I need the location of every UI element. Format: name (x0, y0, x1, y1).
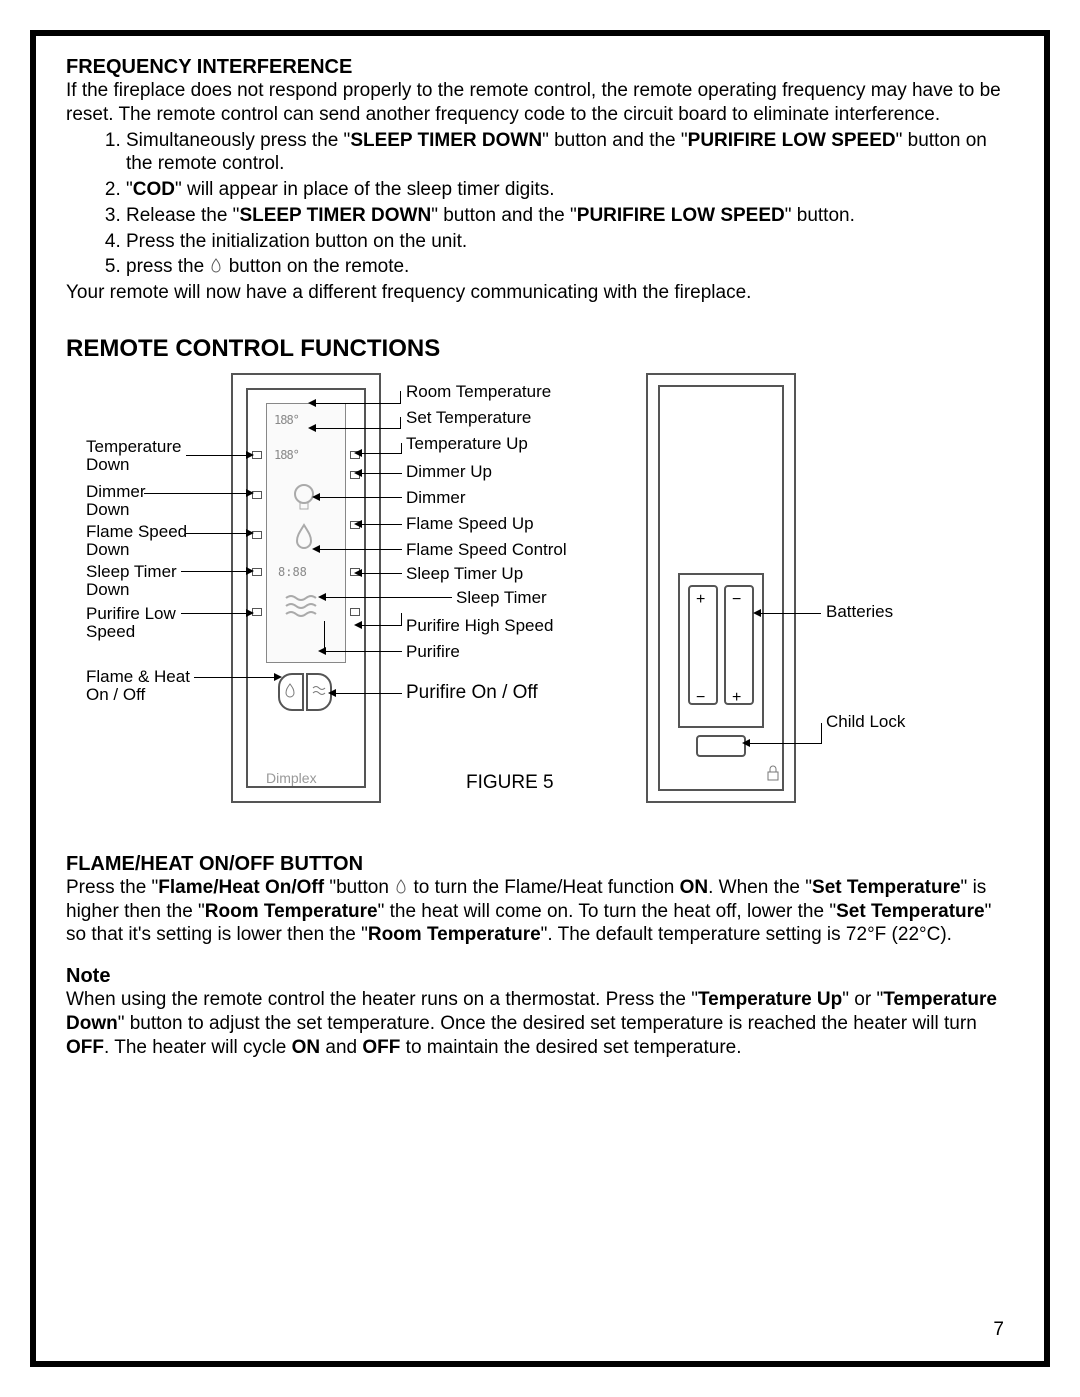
brand-label: Dimplex (266, 771, 317, 786)
child-lock-slot (696, 735, 746, 757)
step-4: Press the initialization button on the u… (126, 230, 1014, 254)
lbl-sleep-timer-down: Sleep Timer Down (86, 563, 196, 600)
page: FREQUENCY INTERFERENCE If the fireplace … (0, 0, 1080, 1397)
flame-icon-inline (394, 879, 408, 895)
lock-icon (766, 765, 780, 781)
content-frame: FREQUENCY INTERFERENCE If the fireplace … (30, 30, 1050, 1367)
freq-heading: FREQUENCY INTERFERENCE (66, 56, 1014, 79)
lbl-set-temp: Set Temperature (406, 409, 531, 428)
lbl-dimmer-down: Dimmer Down (86, 483, 186, 520)
freq-outro: Your remote will now have a different fr… (66, 281, 1014, 305)
flame-heat-heading: FLAME/HEAT ON/OFF BUTTON (66, 853, 1014, 876)
lbl-dimmer: Dimmer (406, 489, 466, 508)
step-3: Release the "SLEEP TIMER DOWN" button an… (126, 204, 1014, 228)
note-heading: Note (66, 965, 1014, 988)
lbl-purifire-high: Purifire High Speed (406, 617, 553, 636)
lbl-sleep-timer-up: Sleep Timer Up (406, 565, 523, 584)
lbl-dimmer-up: Dimmer Up (406, 463, 492, 482)
remote-diagram: 188° 188° 8:88 Dimplex Te (66, 373, 1014, 833)
lbl-purifire-onoff: Purifire On / Off (406, 683, 538, 704)
step-5: press the button on the remote. (126, 255, 1014, 279)
lbl-sleep-timer: Sleep Timer (456, 589, 547, 608)
flame-onoff-glyph-icon (283, 683, 297, 701)
lbl-temp-up: Temperature Up (406, 435, 528, 454)
step-1: Simultaneously press the "SLEEP TIMER DO… (126, 129, 1014, 177)
figure-caption: FIGURE 5 (466, 773, 554, 794)
step-2: "COD" will appear in place of the sleep … (126, 178, 1014, 202)
note-para: When using the remote control the heater… (66, 988, 1014, 1059)
btn-purifire-high (350, 608, 360, 616)
page-number: 7 (993, 1319, 1004, 1341)
flame-icon (209, 258, 223, 274)
lbl-flame-speed-down: Flame Speed Down (86, 523, 196, 560)
sleep-timer-digits-icon: 8:88 (278, 565, 307, 579)
lbl-flame-heat: Flame & Heat On / Off (86, 668, 206, 705)
lbl-purifire: Purifire (406, 643, 460, 662)
set-temp-digits-icon: 188° (274, 448, 299, 462)
lbl-flame-speed-ctrl: Flame Speed Control (406, 541, 567, 560)
room-temp-digits-icon: 188° (274, 413, 299, 427)
freq-intro: If the fireplace does not respond proper… (66, 79, 1014, 127)
freq-steps: Simultaneously press the "SLEEP TIMER DO… (126, 129, 1014, 280)
purifire-onoff-glyph-icon (312, 685, 326, 699)
lbl-child-lock: Child Lock (826, 713, 905, 732)
lbl-batteries: Batteries (826, 603, 893, 622)
lbl-purifire-low: Purifire Low Speed (86, 605, 196, 642)
lbl-temp-down: Temperature Down (86, 438, 186, 475)
lbl-room-temp: Room Temperature (406, 383, 551, 402)
rc-heading: REMOTE CONTROL FUNCTIONS (66, 335, 1014, 363)
lbl-flame-speed-up: Flame Speed Up (406, 515, 534, 534)
flame-heat-para: Press the "Flame/Heat On/Off "button to … (66, 876, 1014, 947)
